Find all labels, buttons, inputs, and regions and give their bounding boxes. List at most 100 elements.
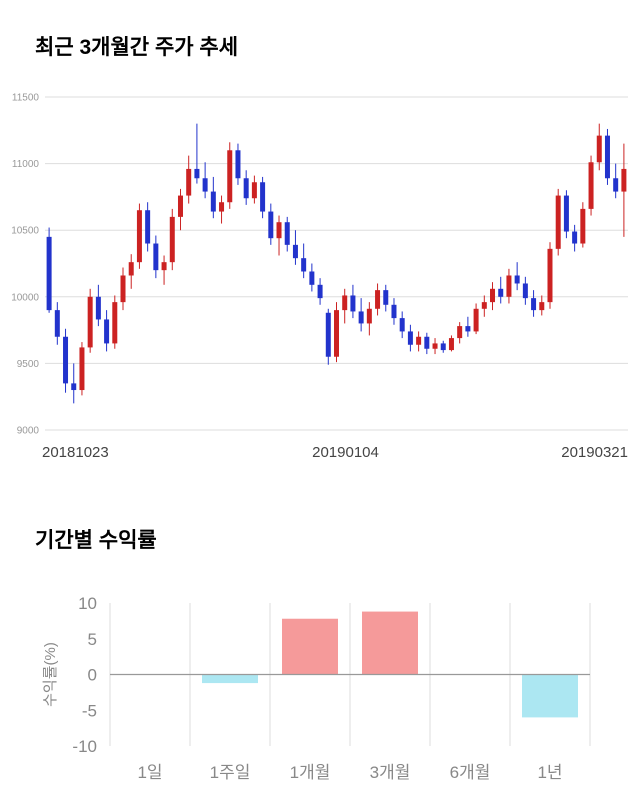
candle bbox=[194, 123, 200, 184]
candle bbox=[383, 284, 389, 312]
candle bbox=[375, 283, 381, 316]
candle bbox=[268, 203, 274, 245]
y-tick-label: -5 bbox=[82, 701, 97, 720]
candle-body bbox=[350, 295, 356, 312]
candle bbox=[334, 302, 339, 363]
y-tick-label: 9500 bbox=[17, 359, 40, 370]
candle bbox=[596, 123, 602, 171]
candle bbox=[153, 235, 159, 279]
candle bbox=[440, 340, 446, 353]
candle bbox=[46, 227, 52, 313]
candle-body bbox=[416, 336, 422, 345]
candle bbox=[325, 308, 331, 365]
candle-body bbox=[210, 191, 216, 212]
candle bbox=[563, 190, 569, 239]
candle bbox=[342, 288, 348, 324]
candle-body bbox=[104, 319, 110, 344]
candle-body bbox=[358, 311, 364, 324]
candle bbox=[432, 338, 438, 355]
candle bbox=[457, 322, 463, 344]
candle bbox=[531, 290, 537, 317]
candle-body bbox=[120, 275, 126, 303]
candle bbox=[547, 242, 553, 309]
return-bar bbox=[362, 611, 418, 675]
candle-body bbox=[539, 302, 545, 311]
candle-body bbox=[317, 284, 323, 299]
candle-body bbox=[71, 383, 77, 391]
candle-body bbox=[588, 162, 594, 209]
candle bbox=[588, 155, 594, 216]
candle-body bbox=[383, 290, 389, 305]
candle-body bbox=[366, 308, 372, 324]
candle bbox=[104, 310, 110, 352]
candle bbox=[251, 175, 257, 204]
candle bbox=[514, 262, 520, 291]
candle-body bbox=[243, 178, 249, 199]
category-label: 1주일 bbox=[210, 763, 251, 782]
candle bbox=[145, 202, 151, 252]
candle bbox=[473, 303, 479, 335]
candle-body bbox=[95, 296, 101, 320]
candle-body bbox=[604, 135, 610, 179]
candle-body bbox=[63, 336, 69, 384]
candle-body bbox=[292, 244, 298, 259]
candle-body bbox=[465, 326, 471, 332]
candle-body bbox=[399, 318, 405, 332]
candle-body bbox=[194, 168, 200, 179]
candle bbox=[358, 298, 364, 332]
candle-body bbox=[555, 195, 561, 249]
category-label: 1년 bbox=[537, 763, 562, 782]
candle bbox=[309, 263, 315, 292]
candle-body bbox=[87, 296, 93, 348]
candle bbox=[604, 128, 610, 185]
y-tick-label: 11500 bbox=[12, 93, 40, 104]
candle bbox=[169, 208, 175, 271]
candle bbox=[276, 215, 282, 256]
candle bbox=[366, 302, 372, 336]
candle bbox=[465, 316, 471, 337]
candle bbox=[317, 278, 323, 305]
candle-body bbox=[498, 288, 504, 297]
y-axis-label: 수익률(%) bbox=[42, 642, 59, 707]
candle-body bbox=[169, 216, 175, 263]
candle-body bbox=[219, 202, 225, 212]
candle-body bbox=[136, 210, 142, 263]
candle bbox=[87, 288, 93, 353]
candle bbox=[580, 202, 586, 248]
candle-body bbox=[276, 222, 282, 239]
candle-body bbox=[572, 231, 578, 244]
candle-body bbox=[186, 168, 192, 196]
price-chart-svg: 9000 9500 10000 10500 11000 11500 20181023 2019… bbox=[11, 93, 628, 461]
returns-bar-chart: -10 -5 0 5 10 1일 1주일 1개월 3개월 6개월 1년 수익률(%) bbox=[0, 585, 640, 800]
candle bbox=[506, 268, 512, 304]
category-label: 6개월 bbox=[450, 763, 491, 782]
candle bbox=[448, 335, 454, 352]
candle bbox=[498, 276, 504, 304]
candle-body bbox=[424, 336, 430, 349]
candle-body bbox=[334, 310, 339, 357]
candle-body bbox=[391, 304, 397, 319]
candle-body bbox=[514, 275, 520, 284]
candle bbox=[136, 203, 142, 269]
candle-body bbox=[284, 222, 290, 245]
candle bbox=[210, 176, 216, 219]
candle-body bbox=[473, 308, 479, 332]
return-bar bbox=[522, 674, 578, 718]
candle-body bbox=[448, 338, 454, 351]
candle-body bbox=[112, 302, 118, 344]
candle-body bbox=[547, 248, 553, 303]
candle bbox=[120, 267, 126, 311]
candle-body bbox=[325, 312, 331, 357]
y-tick-label: -10 bbox=[72, 737, 97, 756]
candle-body bbox=[309, 271, 315, 285]
candle-body bbox=[235, 150, 241, 179]
candle bbox=[79, 342, 85, 396]
candle-body bbox=[153, 243, 159, 271]
candle-body bbox=[268, 211, 274, 239]
candle bbox=[161, 255, 167, 285]
candle-body bbox=[128, 262, 134, 276]
candle bbox=[350, 284, 356, 319]
candle bbox=[391, 298, 397, 325]
y-tick-label: 10000 bbox=[11, 292, 39, 303]
